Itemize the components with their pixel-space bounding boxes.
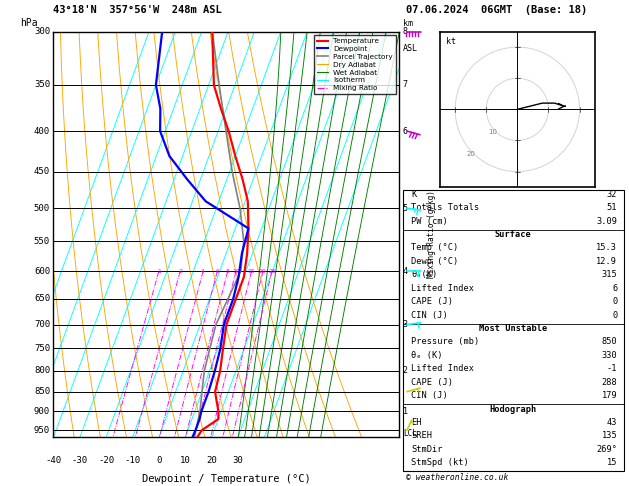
Text: ASL: ASL — [403, 44, 418, 53]
Text: © weatheronline.co.uk: © weatheronline.co.uk — [406, 473, 508, 482]
Text: 288: 288 — [601, 378, 617, 387]
Text: 4: 4 — [201, 269, 205, 274]
Text: θₑ (K): θₑ (K) — [411, 351, 443, 360]
Text: EH: EH — [411, 418, 422, 427]
Text: Pressure (mb): Pressure (mb) — [411, 337, 480, 347]
Text: LCL: LCL — [403, 429, 417, 438]
Text: 0: 0 — [612, 311, 617, 319]
Text: StmSpd (kt): StmSpd (kt) — [411, 458, 469, 467]
Text: -40: -40 — [45, 456, 62, 465]
Text: 850: 850 — [601, 337, 617, 347]
Text: Lifted Index: Lifted Index — [411, 284, 474, 293]
Text: 179: 179 — [601, 391, 617, 400]
Text: 3.09: 3.09 — [596, 217, 617, 226]
Text: 700: 700 — [34, 320, 50, 329]
Text: -30: -30 — [72, 456, 88, 465]
Text: 2: 2 — [403, 366, 408, 375]
Text: 20: 20 — [466, 151, 475, 157]
Legend: Temperature, Dewpoint, Parcel Trajectory, Dry Adiabat, Wet Adiabat, Isotherm, Mi: Temperature, Dewpoint, Parcel Trajectory… — [314, 35, 396, 94]
Text: hPa: hPa — [20, 17, 38, 28]
Text: 32: 32 — [607, 190, 617, 199]
Text: 1: 1 — [157, 269, 161, 274]
Text: 10: 10 — [232, 269, 240, 274]
Text: 6: 6 — [215, 269, 219, 274]
Text: 0: 0 — [156, 456, 162, 465]
Text: 315: 315 — [601, 270, 617, 279]
Text: Mixing Ratio (g/kg): Mixing Ratio (g/kg) — [427, 191, 436, 278]
Text: 10: 10 — [488, 129, 497, 135]
Text: SREH: SREH — [411, 432, 432, 440]
Text: Lifted Index: Lifted Index — [411, 364, 474, 373]
Text: 20: 20 — [206, 456, 217, 465]
Text: 135: 135 — [601, 432, 617, 440]
Text: 800: 800 — [34, 366, 50, 375]
Text: CIN (J): CIN (J) — [411, 391, 448, 400]
Text: 350: 350 — [34, 80, 50, 89]
Text: 43°18'N  357°56'W  248m ASL: 43°18'N 357°56'W 248m ASL — [53, 4, 222, 15]
Text: -20: -20 — [98, 456, 114, 465]
Text: 07.06.2024  06GMT  (Base: 18): 07.06.2024 06GMT (Base: 18) — [406, 4, 587, 15]
Text: kt: kt — [446, 37, 456, 46]
Text: θₑ(K): θₑ(K) — [411, 270, 438, 279]
Text: 6: 6 — [612, 284, 617, 293]
Text: 950: 950 — [34, 426, 50, 434]
Text: 1: 1 — [403, 407, 408, 416]
Text: 15: 15 — [607, 458, 617, 467]
Text: 3: 3 — [403, 320, 408, 329]
Text: 4: 4 — [403, 267, 408, 276]
Text: 269°: 269° — [596, 445, 617, 454]
Text: 400: 400 — [34, 126, 50, 136]
Text: 8: 8 — [226, 269, 230, 274]
Text: 6: 6 — [403, 126, 408, 136]
Text: 20: 20 — [259, 269, 267, 274]
Text: 0: 0 — [612, 297, 617, 306]
Text: -1: -1 — [607, 364, 617, 373]
Text: 550: 550 — [34, 237, 50, 246]
Text: 500: 500 — [34, 204, 50, 213]
Text: Totals Totals: Totals Totals — [411, 203, 480, 212]
Text: -10: -10 — [125, 456, 141, 465]
Text: 900: 900 — [34, 407, 50, 416]
Text: Surface: Surface — [495, 230, 532, 239]
Text: 30: 30 — [233, 456, 243, 465]
Text: Hodograph: Hodograph — [489, 404, 537, 414]
Text: 10: 10 — [180, 456, 191, 465]
Text: 300: 300 — [34, 27, 50, 36]
Text: 5: 5 — [403, 204, 408, 213]
Text: Dewpoint / Temperature (°C): Dewpoint / Temperature (°C) — [142, 474, 311, 484]
Text: Most Unstable: Most Unstable — [479, 324, 547, 333]
Text: StmDir: StmDir — [411, 445, 443, 454]
Text: 750: 750 — [34, 344, 50, 353]
Text: 51: 51 — [607, 203, 617, 212]
Text: Dewp (°C): Dewp (°C) — [411, 257, 459, 266]
Text: PW (cm): PW (cm) — [411, 217, 448, 226]
Text: 25: 25 — [268, 269, 276, 274]
Text: 2: 2 — [178, 269, 182, 274]
Text: 8: 8 — [403, 27, 408, 36]
Text: 7: 7 — [403, 80, 408, 89]
Text: Temp (°C): Temp (°C) — [411, 243, 459, 252]
Text: 43: 43 — [607, 418, 617, 427]
Text: 15.3: 15.3 — [596, 243, 617, 252]
Text: CAPE (J): CAPE (J) — [411, 297, 454, 306]
Text: 450: 450 — [34, 167, 50, 176]
Text: 850: 850 — [34, 387, 50, 396]
Text: 12.9: 12.9 — [596, 257, 617, 266]
Text: 600: 600 — [34, 267, 50, 276]
Text: km: km — [403, 18, 413, 28]
Text: 650: 650 — [34, 295, 50, 303]
Text: 15: 15 — [248, 269, 255, 274]
Text: CIN (J): CIN (J) — [411, 311, 448, 319]
Text: 330: 330 — [601, 351, 617, 360]
Text: CAPE (J): CAPE (J) — [411, 378, 454, 387]
Text: K: K — [411, 190, 416, 199]
